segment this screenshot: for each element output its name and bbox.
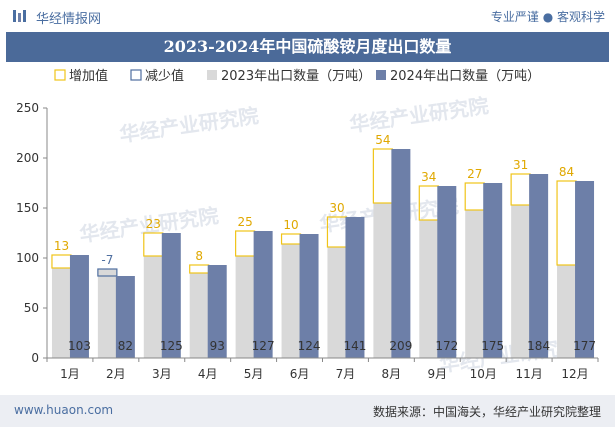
value-label-2024: 175 bbox=[481, 339, 504, 353]
increase-marker bbox=[464, 182, 485, 211]
bar-2024 bbox=[483, 183, 503, 358]
x-tick-label: 10月 bbox=[470, 367, 497, 381]
decrease-marker bbox=[97, 268, 118, 277]
watermark-text: 华经产业研究院 bbox=[348, 93, 490, 136]
increase-marker bbox=[510, 173, 531, 206]
bar-2023 bbox=[143, 256, 163, 358]
bar-2024 bbox=[299, 234, 319, 358]
legend-label: 2023年出口数量（万吨） bbox=[221, 69, 371, 84]
x-tick-label: 8月 bbox=[382, 367, 402, 381]
bar-2024 bbox=[115, 276, 135, 358]
bar-2024 bbox=[437, 186, 457, 358]
bar-2024 bbox=[253, 231, 273, 358]
change-label: 54 bbox=[375, 133, 390, 147]
bar-2023 bbox=[97, 269, 117, 358]
y-tick-label: 150 bbox=[16, 201, 39, 215]
x-tick-label: 1月 bbox=[60, 367, 80, 381]
legend-label: 2024年出口数量（万吨） bbox=[390, 69, 540, 84]
tagline: 专业严谨 ● 客观科学 bbox=[490, 10, 605, 24]
increase-marker bbox=[189, 264, 210, 274]
x-tick-label: 4月 bbox=[198, 367, 218, 381]
change-label: 25 bbox=[237, 215, 252, 229]
bar-2023 bbox=[511, 205, 531, 358]
change-label: 34 bbox=[421, 170, 436, 184]
chart-title: 2023-2024年中国硫酸铵月度出口数量 bbox=[6, 32, 609, 62]
change-label: 13 bbox=[54, 239, 69, 253]
increase-marker bbox=[372, 148, 393, 204]
bar-2023 bbox=[557, 265, 577, 358]
change-label: 8 bbox=[195, 249, 203, 263]
increase-marker bbox=[51, 254, 72, 269]
bar-2023 bbox=[189, 273, 209, 358]
x-tick-label: 2月 bbox=[106, 367, 126, 381]
x-tick-label: 6月 bbox=[290, 367, 310, 381]
y-tick-label: 0 bbox=[31, 351, 39, 365]
site-name: 华经情报网 bbox=[36, 12, 102, 27]
value-label-2024: 127 bbox=[252, 339, 275, 353]
x-tick-label: 3月 bbox=[152, 367, 172, 381]
change-label: 10 bbox=[283, 218, 298, 232]
change-label: 27 bbox=[467, 167, 482, 181]
bar-2024 bbox=[207, 265, 227, 358]
x-tick-label: 5月 bbox=[244, 367, 264, 381]
change-label: -7 bbox=[101, 253, 113, 267]
bar-2024 bbox=[69, 255, 89, 358]
bar-2023 bbox=[235, 256, 255, 358]
bar-chart: 华经产业研究院华经产业研究院华经产业研究院华经产业研究院华经产业研究院05010… bbox=[16, 68, 599, 381]
value-label-2024: 209 bbox=[389, 339, 412, 353]
value-label-2024: 184 bbox=[527, 339, 550, 353]
bar-2024 bbox=[161, 233, 181, 358]
bar-2024 bbox=[575, 181, 595, 358]
legend-swatch-2024 bbox=[376, 70, 386, 80]
bar-2024 bbox=[529, 174, 549, 358]
value-label-2024: 125 bbox=[160, 339, 183, 353]
change-label: 30 bbox=[329, 201, 344, 215]
watermark-text: 华经产业研究院 bbox=[118, 103, 260, 146]
footer: www.huaon.com 数据来源：中国海关，华经产业研究院整理 bbox=[0, 395, 615, 427]
increase-marker bbox=[235, 230, 256, 257]
top-bar: 华经情报网 专业严谨 ● 客观科学 bbox=[0, 0, 615, 32]
increase-marker bbox=[280, 233, 302, 245]
value-label-2024: 82 bbox=[118, 339, 133, 353]
bar-2023 bbox=[281, 244, 301, 358]
data-source: 数据来源：中国海关，华经产业研究院整理 bbox=[372, 405, 601, 419]
y-tick-label: 250 bbox=[16, 101, 39, 115]
value-label-2024: 103 bbox=[68, 339, 91, 353]
footer-url[interactable]: www.huaon.com bbox=[14, 403, 114, 417]
value-label-2024: 177 bbox=[573, 339, 596, 353]
y-tick-label: 200 bbox=[16, 151, 39, 165]
value-label-2024: 124 bbox=[298, 339, 321, 353]
increase-marker bbox=[556, 180, 577, 266]
bar-2024 bbox=[391, 149, 411, 358]
y-tick-label: 100 bbox=[16, 251, 39, 265]
legend-swatch-2023 bbox=[207, 70, 217, 80]
bar-2023 bbox=[327, 247, 347, 358]
y-tick-label: 50 bbox=[24, 301, 39, 315]
x-tick-label: 12月 bbox=[561, 367, 588, 381]
value-label-2024: 93 bbox=[210, 339, 225, 353]
x-tick-label: 9月 bbox=[427, 367, 447, 381]
change-label: 84 bbox=[559, 165, 574, 179]
change-label: 31 bbox=[513, 158, 528, 172]
legend-swatch-increase bbox=[54, 69, 66, 81]
bar-2023 bbox=[465, 210, 485, 358]
bar-2023 bbox=[51, 268, 71, 358]
x-tick-label: 11月 bbox=[515, 367, 542, 381]
legend-swatch-decrease bbox=[130, 69, 142, 81]
bar-2024 bbox=[345, 217, 365, 358]
change-label: 23 bbox=[146, 217, 161, 231]
legend-label: 减少值 bbox=[145, 68, 184, 84]
value-label-2024: 172 bbox=[435, 339, 458, 353]
legend-label: 增加值 bbox=[69, 68, 108, 84]
x-tick-label: 7月 bbox=[336, 367, 356, 381]
value-label-2024: 141 bbox=[344, 339, 367, 353]
logo-icon bbox=[13, 10, 26, 22]
bar-2023 bbox=[373, 203, 393, 358]
bar-2023 bbox=[419, 220, 439, 358]
